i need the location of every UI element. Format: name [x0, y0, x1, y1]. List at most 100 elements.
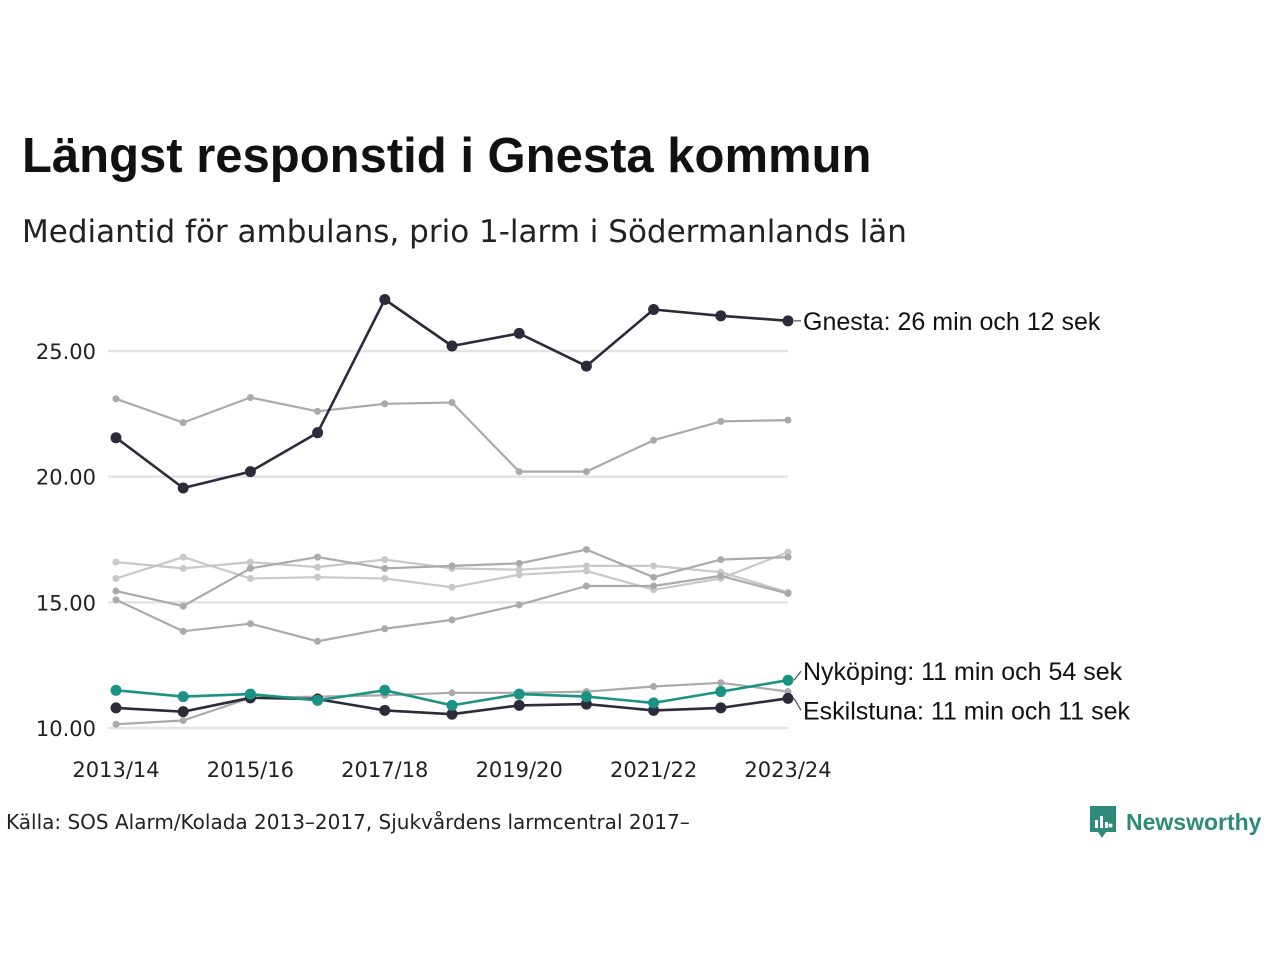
data-point [513, 688, 525, 700]
data-point [379, 293, 391, 305]
data-point [582, 582, 590, 590]
chart-gridlines [108, 349, 788, 730]
data-point [784, 548, 792, 556]
series-label-eskilstuna: Eskilstuna: 11 min och 11 sek [803, 697, 1131, 725]
data-point [650, 582, 658, 590]
series-o4 [112, 546, 792, 610]
data-point [110, 432, 122, 444]
series-o5 [112, 572, 792, 645]
data-point [448, 689, 456, 697]
data-point [179, 627, 187, 635]
data-point [648, 704, 660, 716]
series-o1 [112, 393, 792, 476]
data-point [782, 692, 794, 704]
x-tick-label: 2015/16 [207, 758, 294, 782]
series-line [115, 396, 789, 473]
data-point [513, 327, 525, 339]
data-point [580, 360, 592, 372]
data-point [246, 574, 254, 582]
data-point [515, 571, 523, 579]
series-label-gnesta: Gnesta: 26 min och 12 sek [803, 308, 1101, 336]
data-point [715, 686, 727, 698]
data-point [179, 553, 187, 561]
data-point [381, 625, 389, 633]
data-point [246, 393, 254, 401]
data-point [110, 702, 122, 714]
data-point [112, 587, 120, 595]
chart-series [110, 293, 794, 728]
series-nykoping [110, 674, 794, 711]
chart-title: Längst responstid i Gnesta kommun [22, 129, 872, 183]
series-gnesta [110, 293, 794, 494]
line-chart: 10.00 15.00 20.00 25.00 2013/14 2015/16 2017/… [36, 293, 1131, 782]
newsworthy-logo-icon [1090, 806, 1116, 838]
data-point [314, 553, 322, 561]
data-point [782, 315, 794, 327]
data-point [717, 556, 725, 564]
data-point [244, 466, 256, 478]
data-point [246, 558, 254, 566]
data-point [782, 674, 794, 686]
data-point [515, 559, 523, 567]
y-tick-label: 25.00 [36, 340, 96, 364]
data-point [314, 563, 322, 571]
data-point [110, 684, 122, 696]
data-point [312, 427, 324, 439]
data-point [381, 574, 389, 582]
data-point [515, 468, 523, 476]
data-point [650, 436, 658, 444]
data-point [379, 704, 391, 716]
y-axis-ticks: 10.00 15.00 20.00 25.00 [36, 340, 96, 741]
data-point [112, 720, 120, 728]
label-connector [793, 698, 802, 711]
x-tick-label: 2023/24 [744, 758, 831, 782]
data-point [448, 583, 456, 591]
data-point [515, 601, 523, 609]
data-point [381, 400, 389, 408]
data-point [582, 468, 590, 476]
data-point [314, 573, 322, 581]
data-point [379, 684, 391, 696]
data-point [446, 699, 458, 711]
series-o3 [112, 548, 792, 594]
data-point [246, 620, 254, 628]
data-point [650, 562, 658, 570]
series-line [115, 548, 789, 608]
data-point [513, 699, 525, 711]
data-point [582, 546, 590, 554]
source-note: Källa: SOS Alarm/Kolada 2013–2017, Sjukv… [6, 810, 690, 834]
data-point [177, 482, 189, 494]
data-point [446, 708, 458, 720]
brand-logo: Newsworthy [1088, 804, 1261, 840]
data-point [381, 556, 389, 564]
brand-name: Newsworthy [1126, 808, 1262, 835]
data-point [112, 596, 120, 604]
data-point [246, 564, 254, 572]
data-point [784, 590, 792, 598]
data-point [717, 417, 725, 425]
data-point [448, 562, 456, 570]
y-tick-label: 10.00 [36, 717, 96, 741]
data-point [177, 706, 189, 718]
data-point [314, 637, 322, 645]
data-point [244, 688, 256, 700]
data-point [580, 698, 592, 710]
y-tick-label: 15.00 [36, 591, 96, 615]
data-point [179, 419, 187, 427]
data-point [650, 573, 658, 581]
data-point [179, 602, 187, 610]
series-line [115, 298, 789, 490]
data-point [381, 564, 389, 572]
series-labels: Eskilstuna: 11 min och 11 sek Nyköping: 1… [793, 308, 1131, 725]
data-point [515, 566, 523, 574]
x-axis-ticks: 2013/14 2015/16 2017/18 2019/20 2021/22 2023/… [72, 758, 831, 782]
data-point [179, 564, 187, 572]
x-tick-label: 2021/22 [610, 758, 697, 782]
data-point [580, 691, 592, 703]
data-point [717, 572, 725, 580]
data-point [112, 574, 120, 582]
data-point [784, 553, 792, 561]
data-point [446, 340, 458, 352]
data-point [648, 697, 660, 709]
x-tick-label: 2019/20 [476, 758, 563, 782]
